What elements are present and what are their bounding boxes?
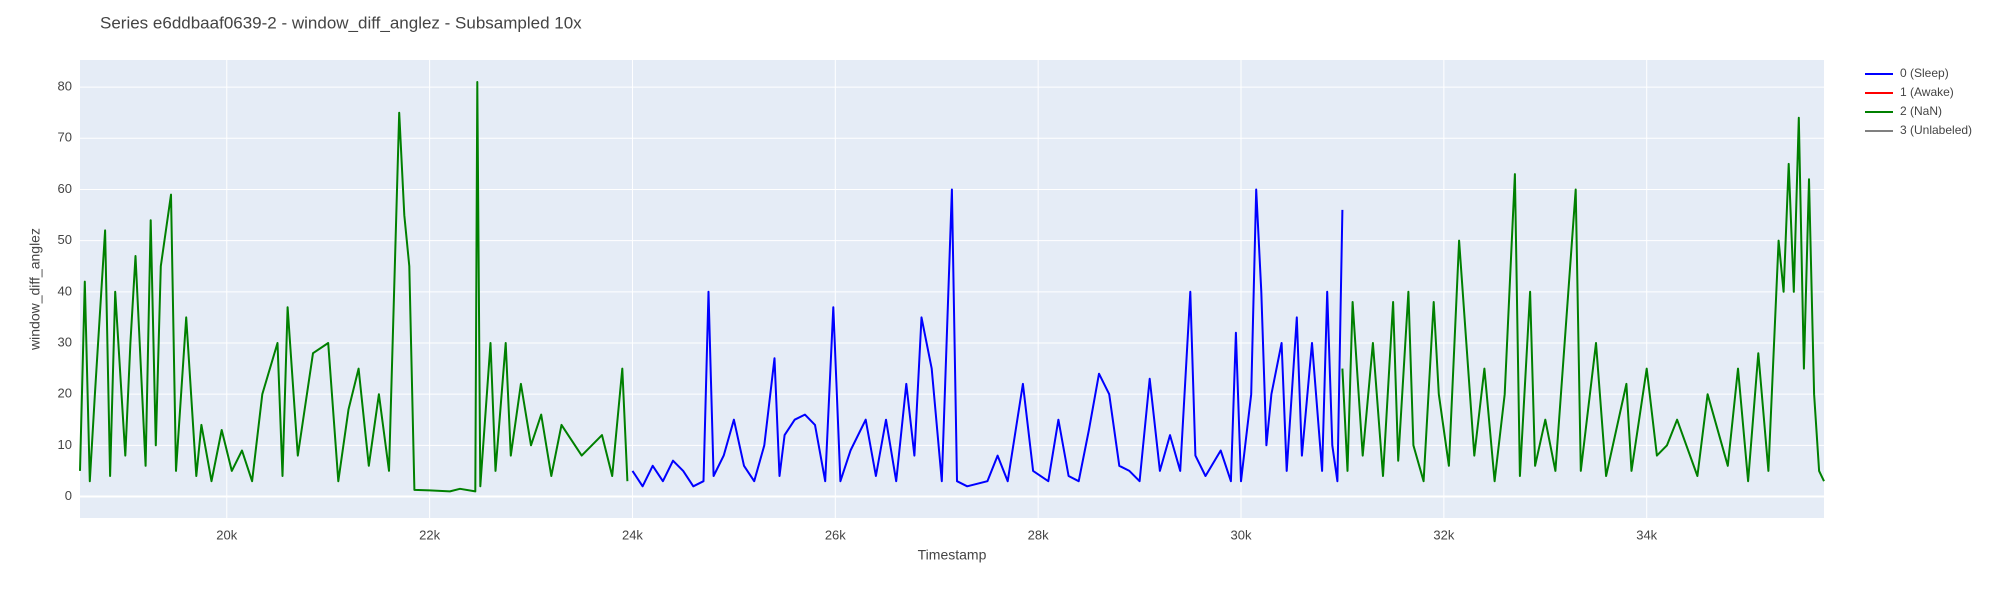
x-tick-label: 34k bbox=[1636, 527, 1657, 542]
legend-label: 1 (Awake) bbox=[1900, 85, 1954, 99]
x-tick-label: 22k bbox=[419, 527, 440, 542]
legend-label: 3 (Unlabeled) bbox=[1900, 123, 1972, 137]
x-tick-label: 28k bbox=[1028, 527, 1049, 542]
legend-label: 0 (Sleep) bbox=[1900, 66, 1949, 80]
x-tick-label: 20k bbox=[216, 527, 237, 542]
plot-area bbox=[80, 60, 1824, 518]
x-axis-title: Timestamp bbox=[918, 547, 987, 563]
series-line bbox=[1341, 116, 1825, 483]
y-tick-label: 30 bbox=[58, 334, 72, 349]
y-tick-label: 80 bbox=[58, 79, 72, 94]
x-tick-label: 24k bbox=[622, 527, 643, 542]
y-tick-label: 70 bbox=[58, 130, 72, 145]
y-tick-label: 20 bbox=[58, 386, 72, 401]
x-tick-label: 30k bbox=[1231, 527, 1252, 542]
x-tick-label: 32k bbox=[1433, 527, 1454, 542]
legend-label: 2 (NaN) bbox=[1900, 104, 1942, 118]
y-tick-label: 10 bbox=[58, 437, 72, 452]
y-tick-label: 50 bbox=[58, 232, 72, 247]
chart-title: Series e6ddbaaf0639-2 - window_diff_angl… bbox=[100, 13, 582, 32]
y-tick-label: 60 bbox=[58, 181, 72, 196]
y-tick-label: 40 bbox=[58, 283, 72, 298]
series-line bbox=[79, 81, 629, 493]
series-line bbox=[631, 188, 1344, 488]
y-tick-label: 0 bbox=[65, 488, 72, 503]
y-axis-title: window_diff_anglez bbox=[27, 228, 43, 351]
x-tick-label: 26k bbox=[825, 527, 846, 542]
